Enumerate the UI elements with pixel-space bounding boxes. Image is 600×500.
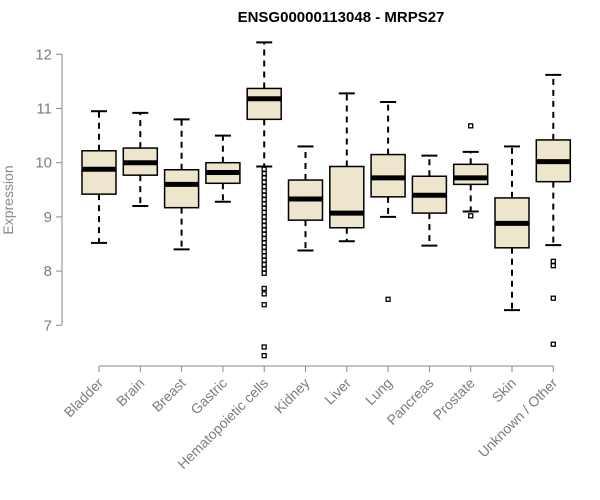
- box-group: [205, 134, 241, 203]
- x-tick-label: Brain: [113, 375, 147, 409]
- x-tick-label: Prostate: [430, 375, 478, 423]
- x-tick-label: Lung: [362, 375, 395, 408]
- outlier-point: [261, 244, 267, 250]
- outlier-point: [550, 295, 556, 301]
- box-group: [81, 110, 117, 244]
- outlier-point: [261, 201, 267, 207]
- box-iqr: [329, 165, 365, 229]
- outlier-point: [550, 263, 556, 269]
- outlier-point: [385, 296, 391, 302]
- outlier-point: [261, 196, 267, 203]
- x-tick-label: Liver: [321, 375, 354, 408]
- y-tick-label: 8: [44, 263, 52, 280]
- box-iqr: [81, 150, 117, 195]
- box-group: [287, 145, 324, 252]
- outlier-point: [261, 222, 267, 229]
- box-group: [535, 73, 572, 347]
- box-group: [411, 154, 448, 247]
- x-tick-label: Skin: [489, 375, 520, 406]
- box-group: [246, 41, 282, 359]
- outlier-point: [261, 302, 267, 308]
- box-group: [452, 123, 489, 219]
- x-tick-label: Kidney: [271, 375, 313, 417]
- x-tick-label: Bladder: [61, 375, 107, 421]
- box-iqr: [452, 163, 489, 186]
- outlier-point: [261, 183, 267, 190]
- outlier-point: [261, 240, 267, 246]
- outlier-point: [261, 227, 267, 233]
- box-group: [329, 92, 365, 243]
- y-axis: 7 8 9 10 11 12: [35, 46, 63, 334]
- box-group: [370, 100, 406, 302]
- box-iqr: [163, 168, 200, 209]
- outlier-point: [261, 175, 267, 181]
- y-tick-label: 10: [35, 155, 52, 172]
- y-axis-label: Expression: [0, 165, 16, 234]
- outlier-point: [261, 188, 267, 194]
- box-series: [81, 41, 572, 359]
- y-tick-label: 12: [35, 46, 52, 63]
- outlier-point: [261, 218, 267, 224]
- outlier-point: [261, 353, 267, 359]
- outlier-point: [261, 261, 267, 268]
- outlier-point: [261, 344, 267, 350]
- outlier-point: [261, 179, 267, 185]
- outlier-point: [261, 248, 267, 255]
- outlier-point: [261, 266, 267, 272]
- outlier-point: [261, 192, 267, 198]
- outlier-point: [261, 235, 267, 242]
- outlier-point: [261, 270, 267, 276]
- outlier-point: [261, 231, 267, 237]
- outlier-point: [261, 209, 267, 216]
- box-group: [122, 111, 159, 208]
- outlier-point: [550, 341, 556, 347]
- outlier-point: [261, 257, 267, 263]
- outlier-point: [261, 285, 267, 292]
- outlier-point: [261, 166, 267, 172]
- box-group: [163, 118, 200, 251]
- box-group: [494, 145, 530, 312]
- outlier-point: [261, 214, 267, 220]
- outlier-point: [261, 291, 267, 297]
- outlier-point: [468, 213, 474, 219]
- chart-title: ENSG00000113048 - MRPS27: [238, 9, 445, 26]
- outlier-point: [261, 170, 267, 177]
- outlier-point: [550, 258, 556, 264]
- outlier-point: [468, 123, 474, 129]
- outlier-point: [261, 253, 267, 259]
- y-tick-label: 11: [36, 101, 52, 118]
- outlier-point: [261, 205, 267, 211]
- y-tick-label: 9: [44, 209, 52, 226]
- x-tick-label: Breast: [149, 375, 189, 415]
- y-tick-label: 7: [44, 317, 52, 334]
- box-iqr: [246, 87, 282, 121]
